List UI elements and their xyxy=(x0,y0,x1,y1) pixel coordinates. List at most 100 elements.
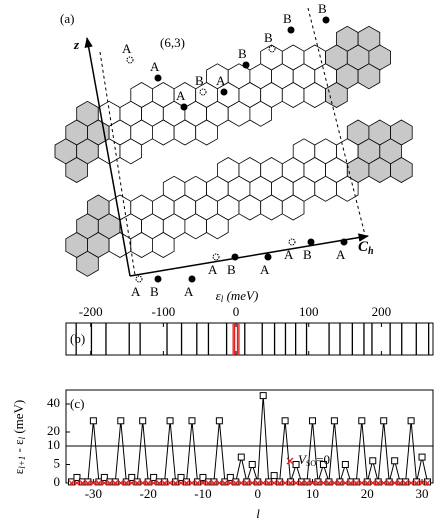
marker xyxy=(358,480,365,486)
marker xyxy=(237,453,245,461)
ch-arrow xyxy=(129,233,370,277)
marker xyxy=(407,417,415,425)
atom xyxy=(307,238,315,246)
series-line xyxy=(71,395,428,484)
marker xyxy=(276,480,283,486)
lattice xyxy=(54,25,413,277)
chirality: (6,3) xyxy=(160,35,185,50)
vector-label: Ch xyxy=(358,239,374,257)
marker xyxy=(95,478,103,486)
marker xyxy=(336,478,344,486)
panel-label: (b) xyxy=(70,331,85,346)
site-label: A xyxy=(208,262,218,277)
x-tick-label: 30 xyxy=(416,486,429,501)
marker xyxy=(193,478,201,486)
marker xyxy=(73,473,81,481)
site-label: A xyxy=(336,247,346,262)
marker xyxy=(67,478,75,486)
hexagon xyxy=(76,250,99,277)
marker xyxy=(271,480,278,486)
marker xyxy=(424,478,432,486)
marker xyxy=(326,480,332,486)
marker xyxy=(144,478,152,486)
x-axis-label-part: l xyxy=(221,294,224,304)
marker xyxy=(199,473,207,481)
marker xyxy=(353,480,360,486)
site-label: A xyxy=(260,262,270,277)
marker xyxy=(243,480,250,486)
marker xyxy=(276,478,284,486)
marker xyxy=(380,417,388,425)
atom xyxy=(126,56,134,64)
marker xyxy=(177,473,185,481)
marker xyxy=(308,417,316,425)
x-axis-label-part: (meV) xyxy=(223,288,258,303)
marker xyxy=(270,472,278,480)
marker xyxy=(265,480,272,486)
legend-name: V xyxy=(298,452,308,467)
marker xyxy=(265,478,273,486)
site-label: A xyxy=(131,284,141,299)
marker xyxy=(101,480,108,486)
marker xyxy=(106,480,113,486)
marker xyxy=(150,480,157,486)
marker xyxy=(238,480,245,486)
atom xyxy=(322,16,330,24)
legend-suffix: =0 xyxy=(316,452,330,467)
marker xyxy=(374,478,382,486)
marker xyxy=(210,480,217,486)
site-label: B xyxy=(303,247,312,262)
site-label: A xyxy=(216,73,226,88)
marker xyxy=(232,480,239,486)
marker xyxy=(111,478,119,486)
y-tick-label: 20 xyxy=(47,423,60,438)
marker xyxy=(402,480,409,486)
marker xyxy=(391,457,399,465)
x-tick-label: 10 xyxy=(306,486,319,501)
vector-c: C xyxy=(358,239,369,255)
marker xyxy=(150,473,158,481)
marker xyxy=(408,480,415,486)
y-tick-label: 0 xyxy=(54,474,61,489)
marker xyxy=(216,480,223,486)
marker xyxy=(84,480,91,486)
x-tick-label: -200 xyxy=(79,304,103,319)
marker xyxy=(210,478,218,486)
marker xyxy=(200,480,206,486)
marker xyxy=(369,457,377,465)
hexagon xyxy=(281,194,305,221)
x-tick-label: 20 xyxy=(361,486,374,501)
y-axis-label: εl+1 - εl (meV) xyxy=(11,400,27,475)
marker xyxy=(385,478,393,486)
z-arrow xyxy=(84,36,131,277)
panel-label: (a) xyxy=(60,11,74,26)
site-label: B xyxy=(227,262,236,277)
marker xyxy=(172,478,180,486)
y-tick-label: 5 xyxy=(54,455,61,470)
atom xyxy=(268,45,276,53)
atom xyxy=(220,88,228,96)
marker xyxy=(363,478,371,486)
y-axis-label-part: l+1 xyxy=(17,456,27,469)
marker xyxy=(221,478,229,486)
marker xyxy=(249,480,256,486)
marker xyxy=(221,480,228,486)
marker xyxy=(320,480,327,486)
marker xyxy=(380,480,387,486)
marker xyxy=(172,480,179,486)
marker xyxy=(281,417,289,425)
atom xyxy=(180,103,188,111)
marker xyxy=(74,480,80,486)
marker xyxy=(375,480,382,486)
vector-sub: h xyxy=(368,246,374,257)
axis-label: z xyxy=(73,37,80,52)
marker xyxy=(166,417,174,425)
marker xyxy=(232,478,240,486)
y-axis-label-part: l xyxy=(17,436,27,439)
site-label: A xyxy=(176,88,186,103)
marker xyxy=(292,461,300,468)
x-axis-label-part: ε xyxy=(216,288,222,303)
marker xyxy=(330,417,338,425)
x-tick-label: -100 xyxy=(151,304,175,319)
marker xyxy=(397,480,404,486)
